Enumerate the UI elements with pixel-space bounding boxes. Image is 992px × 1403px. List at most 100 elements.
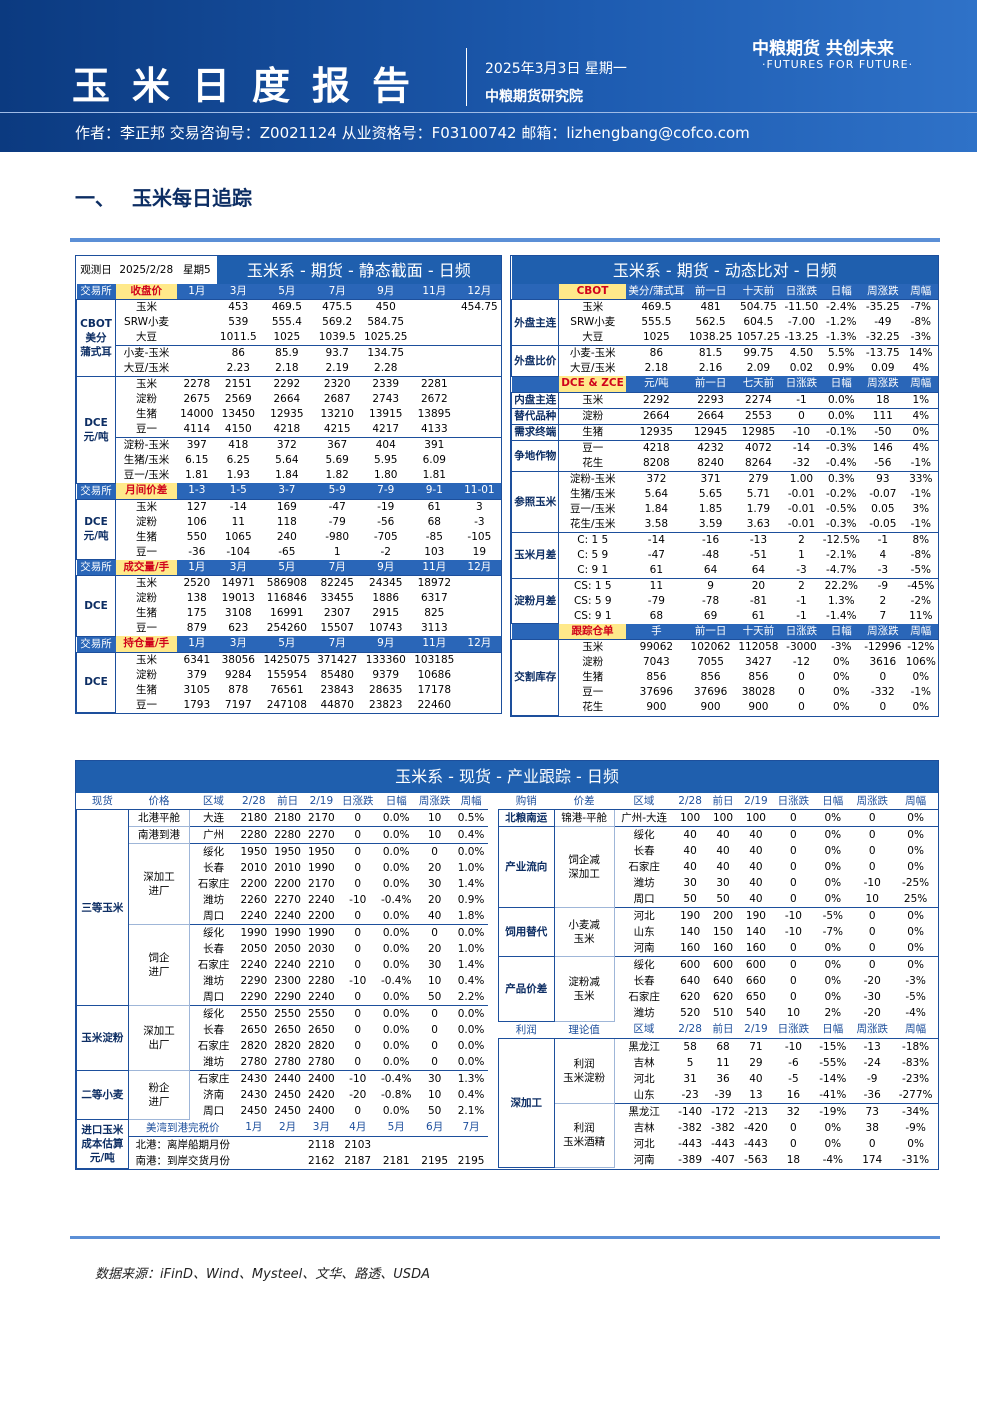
table-row: 长春 640 640 660 0 0% -20 -3% [499, 973, 939, 989]
cell: -0.07 [869, 487, 897, 500]
cell: 2675 [183, 393, 211, 405]
cell: 0 [879, 671, 887, 683]
cell: -10 [349, 975, 367, 987]
cell: 0.0% [382, 910, 410, 922]
cell: 2200 [240, 878, 268, 890]
cell: 391 [410, 437, 458, 453]
row-label: 山东 [633, 926, 655, 938]
column-header: 9月 [360, 284, 411, 300]
cell: 0 [415, 1005, 455, 1022]
cell: 0% [832, 701, 850, 713]
cell: 0 [790, 893, 797, 905]
table-row: 吉林 5 11 29 -6 -55% -24 -83% [499, 1055, 939, 1071]
table-row: CS: 9 1 68 69 61 -1 -1.4% 7 11% [512, 609, 939, 624]
cell: 418 [216, 437, 260, 453]
cell: -1 [862, 531, 904, 548]
table-row: 淀粉 379 9284 155954 85480 9379 10686 [77, 668, 502, 683]
cell: 367 [313, 437, 361, 453]
cell: 0.0% [377, 843, 416, 860]
cell: -277% [898, 1088, 933, 1101]
cell: 30 [716, 877, 730, 889]
cell: 40 [749, 845, 763, 857]
cell: 469.5 [626, 299, 687, 315]
cell: 23843 [320, 683, 354, 696]
cell: 169 [259, 498, 314, 515]
panel-title: 玉米系 - 期货 - 动态比对 - 日频 [511, 256, 938, 284]
table-row: 外盘比价 小麦-玉米 86 81.5 99.75 4.50 5.5% -13.75 14% [510, 345, 938, 377]
cell: 0.0% [382, 878, 410, 890]
cell: 1011.5 [219, 331, 257, 343]
cell: 36 [716, 1072, 730, 1085]
cell: 0 [354, 991, 362, 1003]
table-row: 石家庄 2820 2820 2820 0 0.0% 0 0.0% [77, 1038, 489, 1054]
cell: 2030 [308, 943, 335, 955]
row-label: 生猪 [136, 683, 157, 696]
cell: 600 [739, 956, 773, 973]
cell: 2240 [308, 894, 335, 906]
cell: 0.0% [457, 1024, 485, 1036]
cell: 0 [338, 809, 378, 827]
cell: 0 [338, 924, 378, 941]
cell: 106 [186, 515, 207, 528]
column-header: 3-7 [259, 483, 314, 499]
cell: 14% [903, 345, 938, 361]
cell: 1.84 [275, 469, 299, 481]
cell [457, 575, 501, 591]
cell [457, 345, 501, 361]
column-header: 2/19 [739, 793, 773, 810]
cell: 3108 [224, 607, 252, 619]
cell: 2.23 [226, 362, 250, 374]
cell: -10 [338, 1070, 378, 1087]
cell: 879 [186, 622, 207, 634]
cell: 0 [772, 956, 815, 973]
cell: 0 [415, 924, 455, 941]
row-label: 长春 [203, 943, 225, 955]
cell: 900 [646, 701, 667, 713]
cell: -10 [772, 907, 815, 924]
row-label: 玉米 [115, 376, 177, 392]
table-row: 河南 -389 -407 -563 18 -4% 174 -31% [499, 1152, 939, 1168]
cell: 134.75 [360, 345, 411, 361]
sub-label: 深加工 进厂 [127, 843, 191, 925]
column-header: 前日 [706, 793, 740, 810]
row-label: CS: 9 1 [573, 609, 612, 622]
cell: -56 [377, 515, 395, 528]
cell: 2195 [421, 1154, 449, 1167]
cell: 1.82 [325, 469, 349, 481]
cell: 0.0% [457, 1056, 485, 1068]
column-header: 日涨跌 [782, 623, 821, 640]
cell: 0.0% [382, 959, 410, 971]
cell: 4% [912, 362, 930, 374]
cell: 2292 [626, 391, 687, 408]
column-header: 1月 [176, 284, 217, 300]
cell: 10 [427, 1089, 442, 1101]
cell: 1990 [304, 924, 339, 941]
header-corner [511, 623, 559, 640]
column-header: 交易所 [76, 284, 116, 300]
cell: -980 [325, 530, 350, 543]
group-label: DCE 元/吨 [75, 498, 117, 560]
cell: 0.0% [377, 826, 416, 844]
column-header: 2/28 [236, 793, 271, 810]
cell: 4217 [372, 423, 400, 435]
cell: 2.16 [698, 362, 723, 374]
cell: 2292 [259, 376, 314, 392]
column-header: 理论值 [554, 1021, 615, 1039]
cell: 0% [824, 845, 842, 857]
cell: 0% [824, 991, 842, 1003]
cell: 8208 [643, 456, 670, 469]
cell [377, 1136, 415, 1153]
cell: -0.05 [869, 517, 897, 530]
cell: 0 [790, 1137, 797, 1150]
cell: 40 [427, 910, 442, 922]
column-header: 月间价差 [115, 483, 177, 499]
cell [410, 299, 458, 315]
cell: 20 [427, 943, 442, 955]
table-row: 潍坊 2260 2270 2240 -10 -0.4% 20 0.9% [77, 892, 489, 908]
cell: -0.01 [787, 517, 816, 530]
cell: 10686 [417, 668, 451, 681]
cell: 0 [868, 926, 876, 938]
cell: 127 [176, 498, 217, 515]
cell: 2118 [308, 1138, 335, 1151]
cell: -2 [380, 545, 391, 558]
